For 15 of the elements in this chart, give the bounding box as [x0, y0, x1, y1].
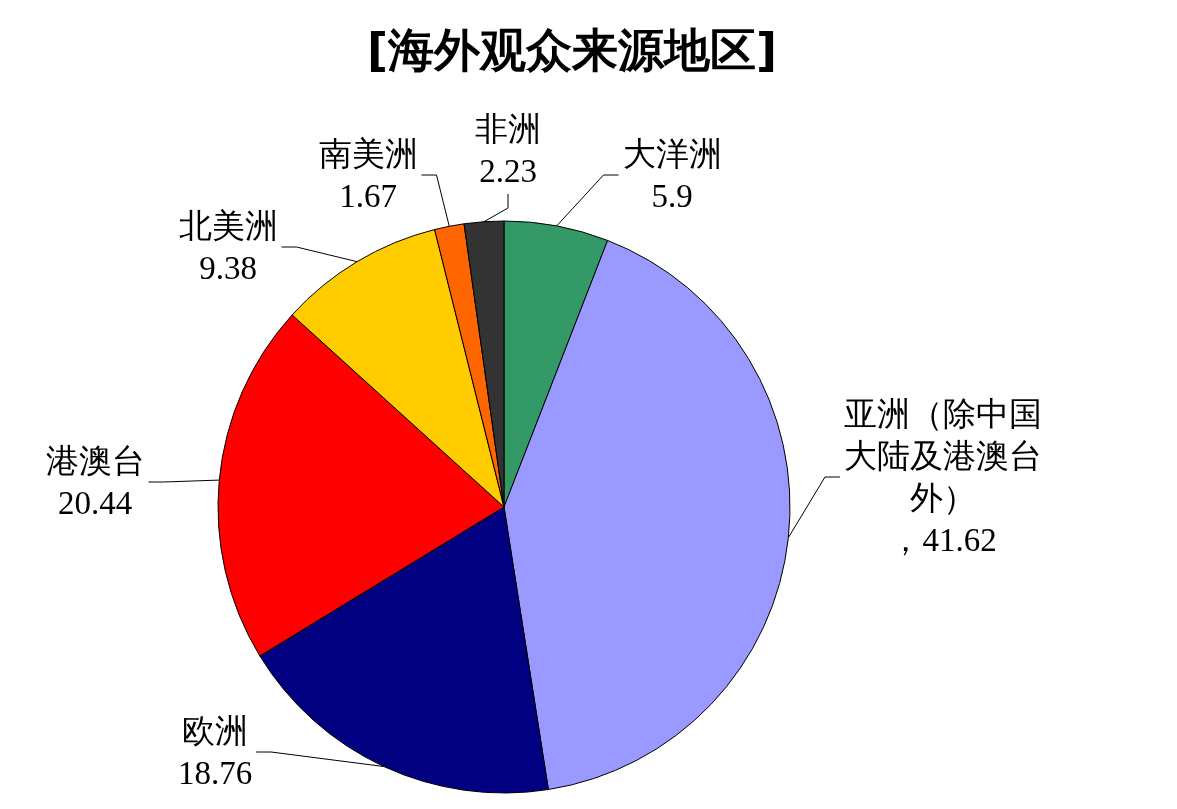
slice-label: 大洋洲	[622, 136, 722, 172]
slice-label: 北美洲	[178, 208, 278, 244]
data-label: 9.38	[199, 250, 257, 286]
data-label: 1.67	[339, 178, 397, 214]
data-label: 5.9	[651, 178, 693, 214]
data-label: 2.23	[479, 153, 537, 189]
slice-label: 港澳台	[45, 443, 145, 479]
slice-label: 欧洲	[182, 713, 248, 749]
slice-label: 南美洲	[318, 136, 418, 172]
data-label: 20.44	[57, 485, 133, 521]
data-label: ，41.62	[889, 522, 997, 558]
slice-label: 亚洲（除中国大陆及港澳台外）	[844, 396, 1042, 516]
slice-label: 非洲	[475, 111, 541, 147]
chart-title: [海外观众来源地区]	[367, 23, 778, 77]
data-label: 18.76	[177, 755, 253, 791]
